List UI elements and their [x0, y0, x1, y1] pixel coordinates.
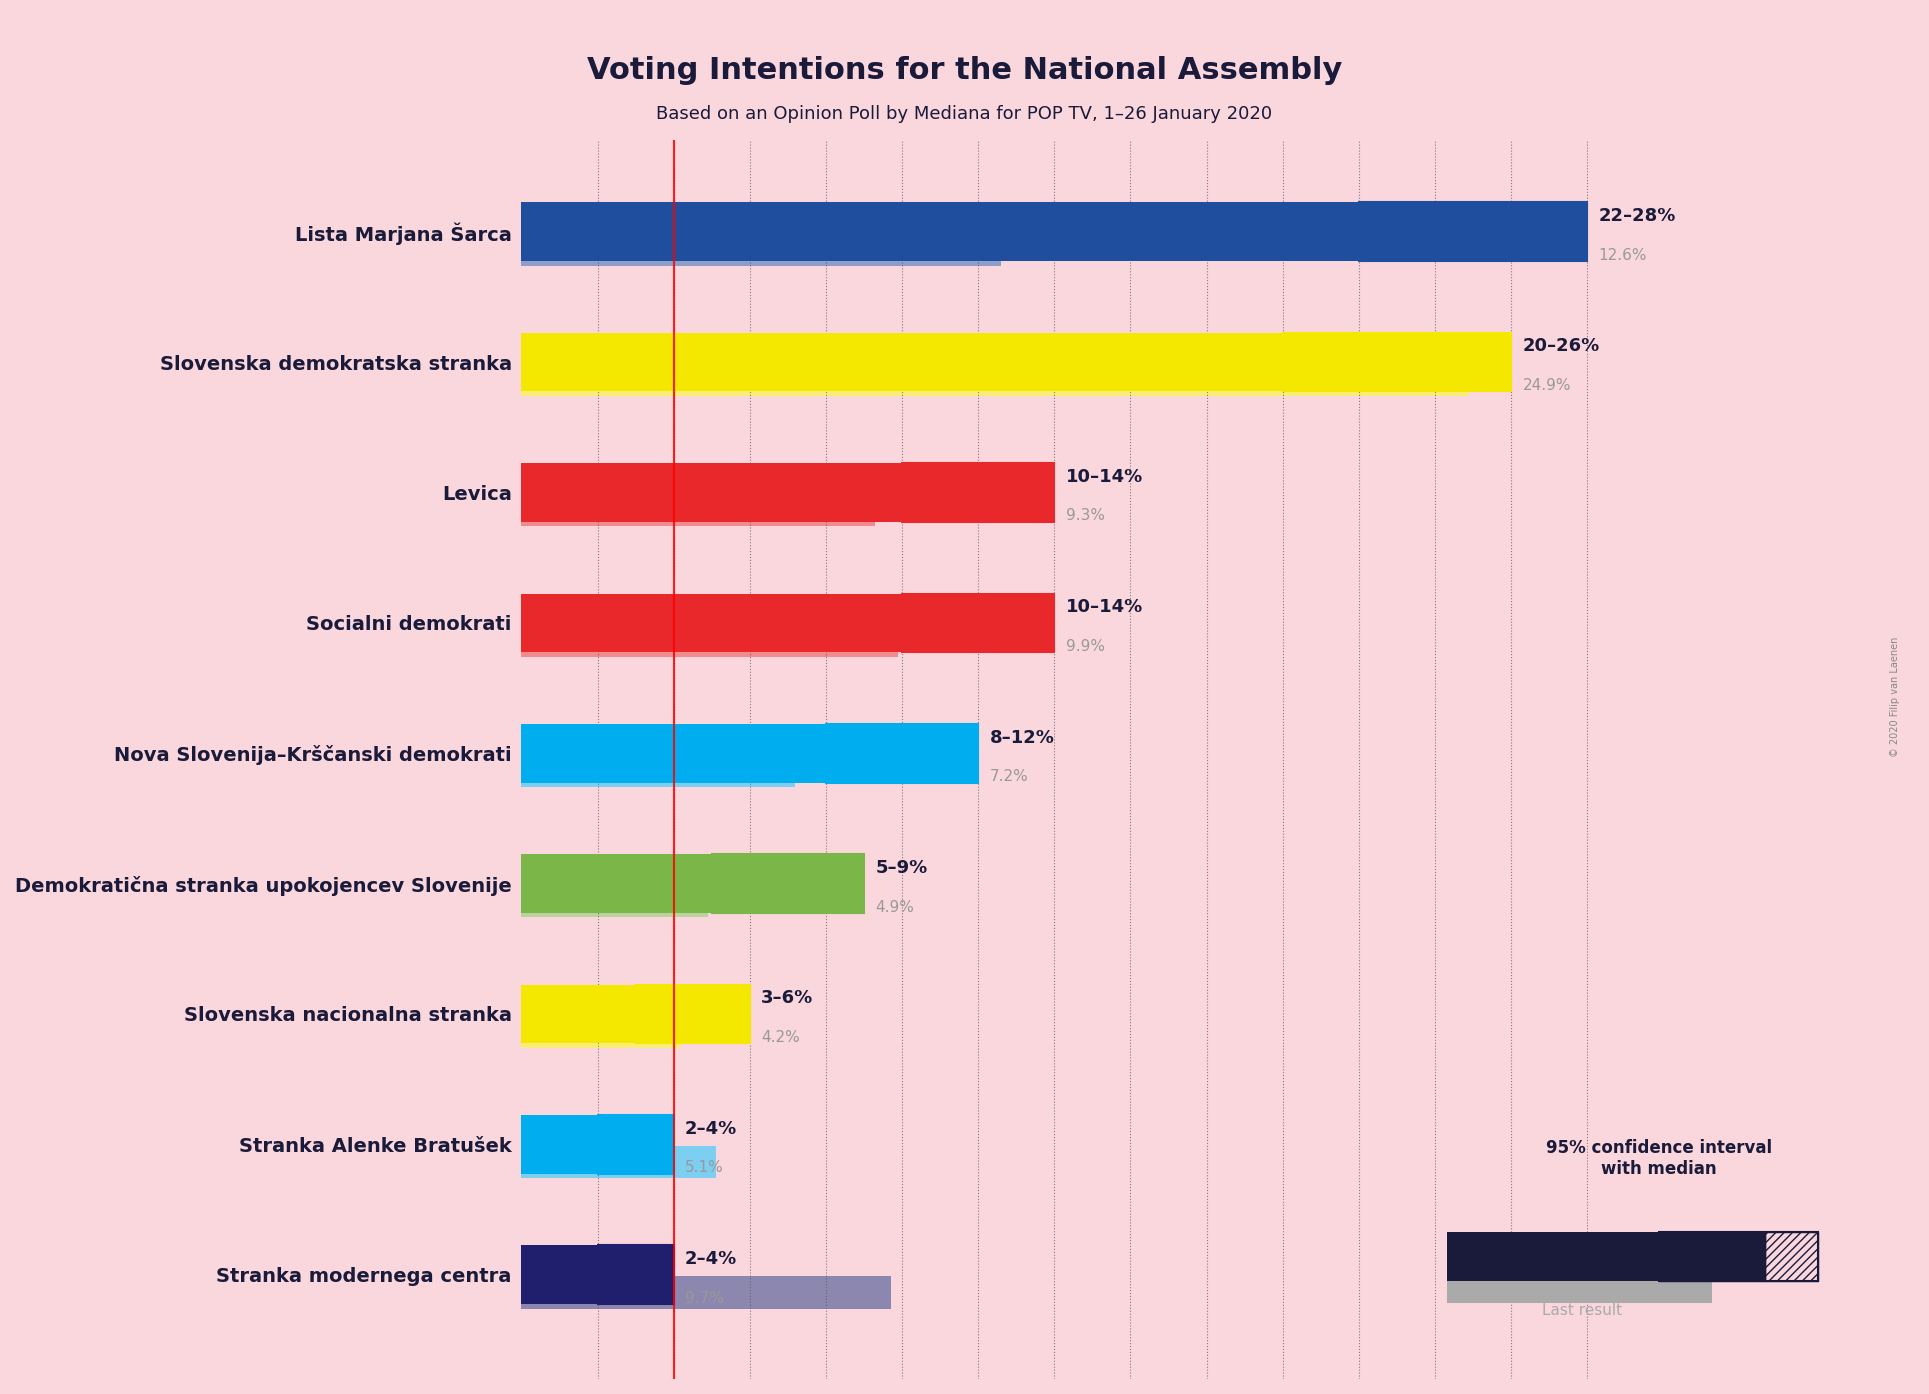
Bar: [1447, 1278, 1713, 1303]
Bar: [903, 723, 978, 782]
Text: 2–4%: 2–4%: [685, 1119, 737, 1138]
Text: 9.3%: 9.3%: [1065, 509, 1105, 523]
Bar: [1447, 1232, 1659, 1281]
Bar: [826, 723, 978, 782]
Bar: [521, 463, 903, 521]
Text: 22–28%: 22–28%: [1599, 208, 1676, 224]
Text: Last result: Last result: [1541, 1303, 1622, 1319]
Bar: [521, 1245, 598, 1303]
Bar: [978, 463, 1055, 521]
Text: 8–12%: 8–12%: [990, 729, 1055, 747]
Bar: [521, 1146, 716, 1178]
Bar: [637, 1115, 673, 1174]
Text: 2–4%: 2–4%: [685, 1250, 737, 1269]
Bar: [978, 594, 1055, 652]
Bar: [693, 984, 750, 1043]
Text: 10–14%: 10–14%: [1065, 598, 1144, 616]
Text: 20–26%: 20–26%: [1522, 337, 1599, 355]
Bar: [521, 723, 826, 782]
Bar: [598, 1115, 673, 1174]
Bar: [521, 1276, 891, 1309]
Text: 12.6%: 12.6%: [1599, 248, 1647, 262]
Bar: [521, 493, 876, 527]
Text: Voting Intentions for the National Assembly: Voting Intentions for the National Assem…: [586, 56, 1343, 85]
Text: 9.9%: 9.9%: [1065, 638, 1105, 654]
Text: Based on an Opinion Poll by Mediana for POP TV, 1–26 January 2020: Based on an Opinion Poll by Mediana for …: [656, 105, 1273, 123]
Bar: [1358, 202, 1588, 261]
Bar: [521, 625, 899, 657]
Text: 9.7%: 9.7%: [685, 1291, 723, 1306]
Bar: [712, 855, 864, 913]
Text: 10–14%: 10–14%: [1065, 468, 1144, 487]
Bar: [787, 855, 864, 913]
Bar: [598, 1245, 673, 1303]
Bar: [521, 855, 712, 913]
Bar: [521, 1115, 598, 1174]
Bar: [1765, 1232, 1817, 1281]
Text: 24.9%: 24.9%: [1522, 378, 1570, 393]
Text: 5.1%: 5.1%: [685, 1160, 723, 1175]
Bar: [521, 233, 1001, 266]
Bar: [521, 202, 1358, 261]
Bar: [903, 594, 1055, 652]
Text: 3–6%: 3–6%: [762, 990, 814, 1008]
Text: © 2020 Filip van Laenen: © 2020 Filip van Laenen: [1890, 637, 1900, 757]
Text: 95% confidence interval
with median: 95% confidence interval with median: [1545, 1139, 1773, 1178]
Bar: [637, 1245, 673, 1303]
Bar: [521, 754, 795, 788]
Bar: [1283, 333, 1510, 392]
Bar: [1659, 1232, 1765, 1281]
Bar: [521, 594, 903, 652]
Text: 4.2%: 4.2%: [762, 1030, 801, 1046]
Bar: [521, 333, 1283, 392]
Bar: [903, 463, 1055, 521]
Bar: [1397, 333, 1510, 392]
Bar: [521, 885, 708, 917]
Bar: [1474, 202, 1588, 261]
Bar: [521, 984, 637, 1043]
Bar: [637, 984, 750, 1043]
Text: 7.2%: 7.2%: [990, 769, 1028, 785]
Text: 5–9%: 5–9%: [876, 859, 928, 877]
Text: 4.9%: 4.9%: [876, 899, 914, 914]
Bar: [521, 1015, 681, 1048]
Bar: [521, 364, 1470, 396]
